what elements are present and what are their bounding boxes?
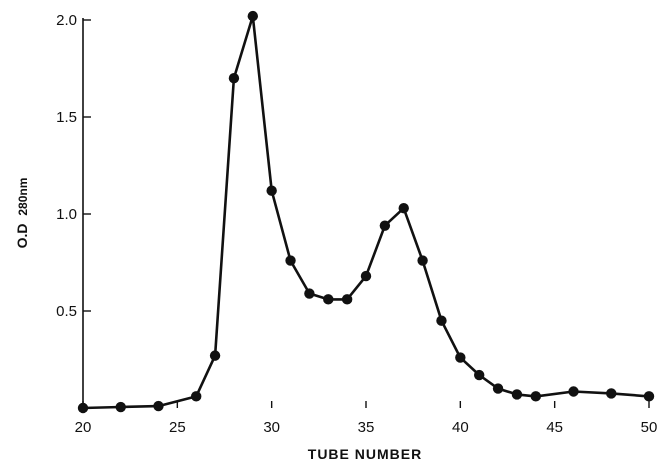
data-point xyxy=(266,185,277,196)
x-tick-label: 40 xyxy=(452,419,469,436)
y-axis-title-sub: 280nm xyxy=(16,178,30,216)
x-tick-label: 30 xyxy=(263,419,280,436)
data-point xyxy=(606,388,617,399)
x-tick-label: 25 xyxy=(169,419,186,436)
data-point xyxy=(304,288,315,299)
data-point xyxy=(323,294,334,305)
data-point xyxy=(341,294,353,305)
data-point xyxy=(568,386,579,397)
data-point xyxy=(643,391,655,402)
data-point xyxy=(398,202,409,214)
data-point xyxy=(530,391,541,402)
data-point xyxy=(436,315,447,326)
data-point xyxy=(379,220,391,231)
data-point xyxy=(417,255,428,266)
data-point xyxy=(77,402,89,414)
data-point xyxy=(511,389,523,400)
y-tick-label: 0.5 xyxy=(56,303,77,320)
data-point xyxy=(360,270,372,282)
y-tick-label: 1.0 xyxy=(56,206,77,223)
data-point xyxy=(191,391,202,402)
x-axis-title: TUBE NUMBER xyxy=(308,446,422,462)
y-axis-title-main: O.D xyxy=(14,224,30,249)
y-axis-title: O.D 280nm xyxy=(14,178,30,249)
data-point xyxy=(492,383,504,394)
y-tick-label: 1.5 xyxy=(56,109,77,126)
series-line xyxy=(82,14,650,410)
data-point xyxy=(285,255,296,266)
data-point xyxy=(209,350,221,361)
data-series xyxy=(77,10,655,414)
data-point xyxy=(115,401,126,413)
data-point xyxy=(153,400,164,412)
x-tick-label: 50 xyxy=(641,419,657,436)
x-tick-label: 45 xyxy=(546,419,563,436)
data-point xyxy=(228,73,240,84)
y-axis-ticks: 0.5 1.0 1.5 2.0 xyxy=(56,12,91,320)
x-axis-ticks: 20 25 30 35 40 45 50 xyxy=(75,401,657,436)
data-point xyxy=(247,10,258,22)
y-tick-label: 2.0 xyxy=(56,12,77,29)
data-point xyxy=(455,352,466,363)
x-tick-label: 20 xyxy=(75,419,92,436)
data-point xyxy=(474,369,485,381)
x-tick-label: 35 xyxy=(358,419,375,436)
